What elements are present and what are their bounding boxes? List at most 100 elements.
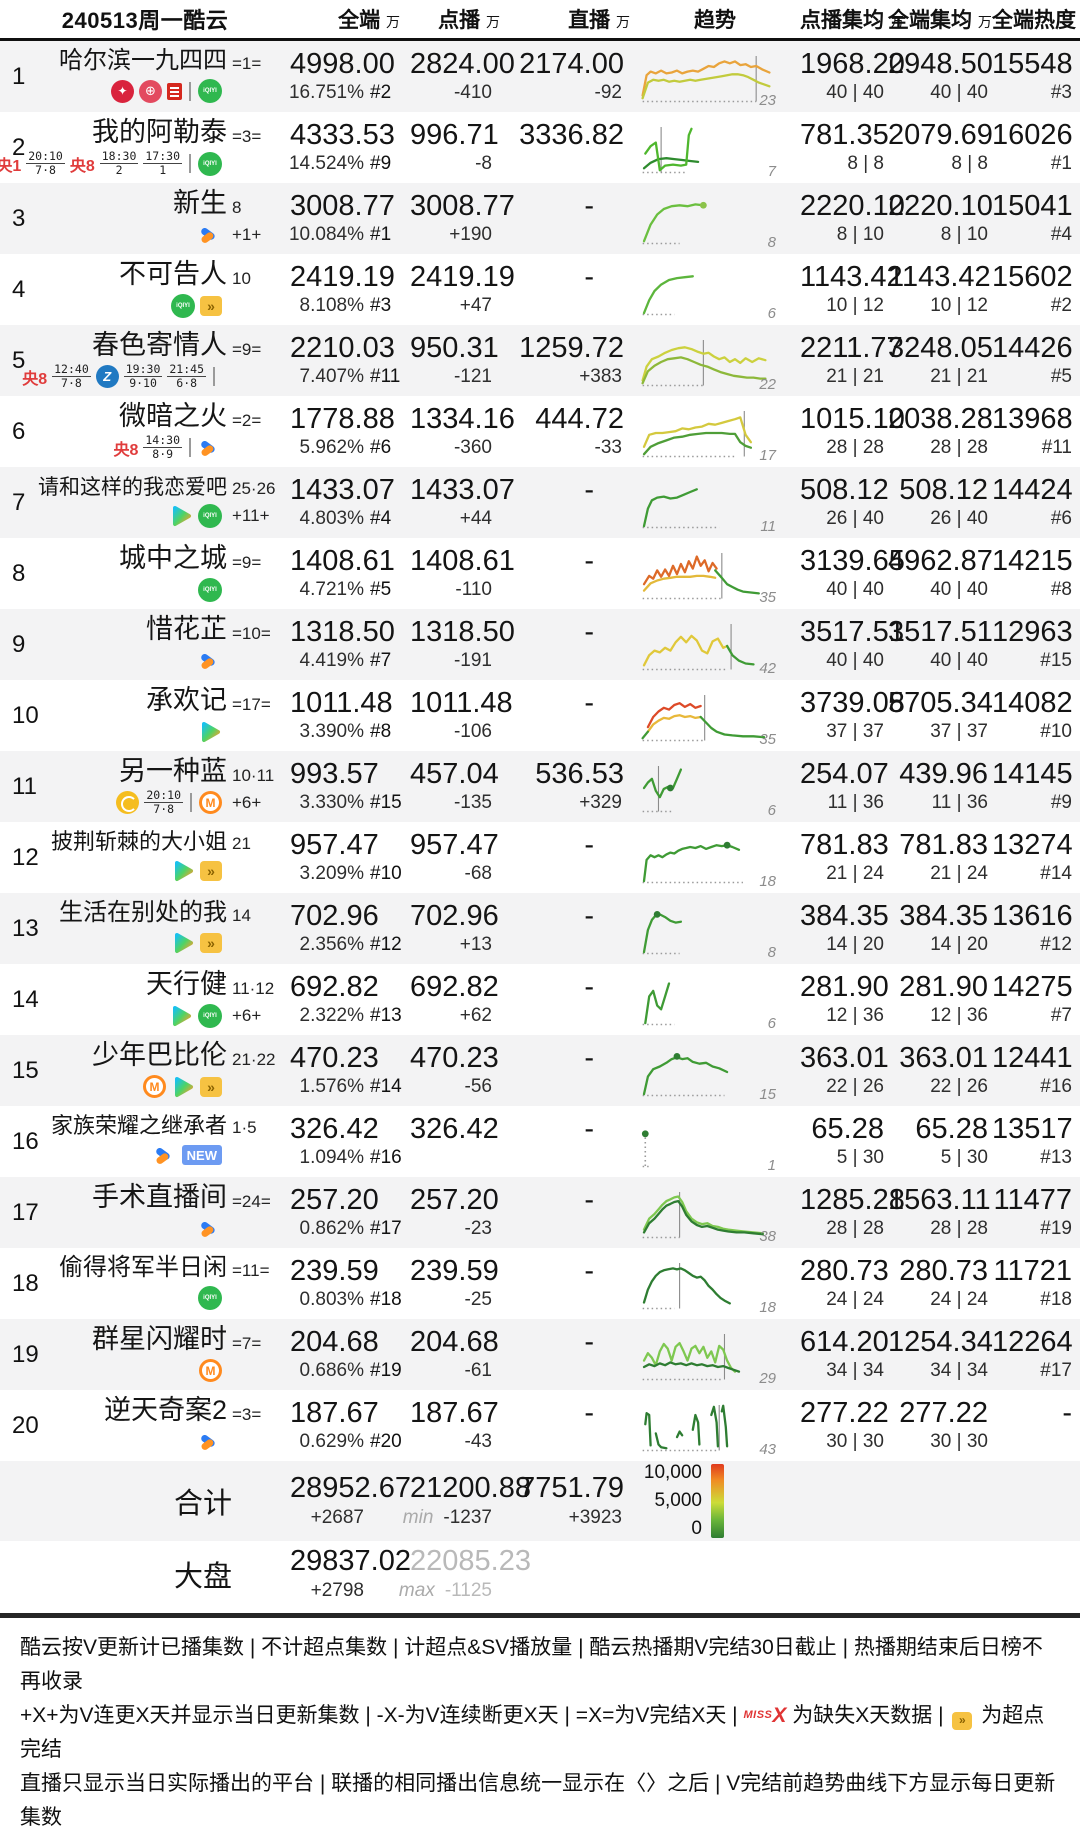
vod-episode-count: 37 | 37 — [826, 721, 884, 743]
heat-value: 15041 — [992, 189, 1073, 222]
rank-label: 2 — [12, 133, 26, 161]
trend-episode-count: 18 — [759, 873, 776, 890]
legend-mid: 5,000 — [654, 1490, 702, 1511]
vod-average: 2211.77 21 | 21 — [800, 331, 903, 388]
unit-label: 万 — [616, 14, 630, 30]
vod-average-value: 781.83 — [800, 828, 889, 861]
drama-title: 承欢记 — [146, 684, 227, 715]
vod-change: -121 — [453, 366, 492, 388]
all-episode-count: 37 | 37 — [930, 721, 988, 743]
youku-icon — [198, 223, 222, 247]
all-episode-count: 24 | 24 — [930, 1289, 988, 1311]
vod-average: 277.22 30 | 30 — [800, 1396, 889, 1453]
vod-change: -191 — [453, 650, 492, 672]
vod-value: 3008.77 — [410, 189, 515, 222]
miss-data-marker: MISSX — [743, 1704, 787, 1728]
vod-average-value: 1015.10 — [800, 402, 905, 435]
all-platform: 692.82 2.322% #13 — [290, 971, 410, 1027]
all-rank: #15 — [370, 792, 402, 814]
live-change: -92 — [594, 82, 622, 104]
live-value: - — [584, 615, 594, 648]
vod: 2824.00 -410 — [410, 48, 515, 104]
live: - — [500, 1254, 630, 1311]
drama-title: 少年巴比伦 — [92, 1039, 227, 1070]
heat: 15548 #3 — [992, 47, 1080, 104]
live-change: +383 — [579, 366, 622, 388]
all-share: 5.962% — [299, 437, 364, 459]
trend-cell: 18 — [630, 822, 800, 893]
all-platform-value: 3008.77 — [290, 189, 395, 222]
trend-sparkline — [642, 1404, 729, 1452]
all-episode-count: 40 | 40 — [930, 650, 988, 672]
live: - — [500, 900, 630, 956]
separator-bar — [189, 81, 191, 101]
all-episode-count: 5 | 30 — [940, 1147, 988, 1169]
trend-sparkline — [642, 841, 743, 884]
totals-vod: 21200.88 min -1237 — [402, 1472, 531, 1528]
super-point-badge: » — [200, 295, 222, 316]
all-share: 0.862% — [299, 1218, 364, 1240]
all-average-value: 4962.87 — [888, 544, 993, 577]
episode-marker: =1= — [232, 54, 262, 73]
all-platform: 1408.61 4.721% #5 — [290, 545, 410, 601]
broadcast-schedule: 21:45 6·8 — [167, 362, 206, 390]
drama-title: 家族荣耀之继承者 — [50, 1113, 227, 1138]
trend-episode-count: 35 — [759, 731, 776, 748]
episode-marker: =9= — [232, 339, 262, 359]
table-row: 6 微暗之火 =2= 央8 14:30 8·9 1778.88 5.962% #6 1334.16… — [0, 396, 1080, 467]
vod-average-value: 254.07 — [800, 757, 889, 790]
trend-sparkline — [642, 1192, 764, 1239]
super-point-badge: » — [200, 861, 222, 881]
heat-rank: #18 — [1040, 1289, 1072, 1311]
trend-episode-count: 6 — [767, 305, 776, 322]
heat-value: 15548 — [992, 47, 1073, 80]
vod-change: -8 — [475, 153, 492, 175]
trend-sparkline — [641, 1130, 651, 1168]
all-average: 2038.28 28 | 28 — [888, 402, 993, 459]
trend-sparkline — [642, 411, 753, 458]
schedule-episodes: 6·8 — [176, 376, 198, 390]
drama-title: 新生 — [173, 187, 227, 218]
drama-title: 生活在别处的我 — [59, 899, 227, 926]
drama-title: 群星闪耀时 — [92, 1323, 227, 1354]
title-cell: 请和这样的我恋爱吧 25·26 iQIYI +11+ — [38, 467, 290, 538]
rank-label: 18 — [12, 1269, 39, 1297]
unit-label: 万 — [386, 14, 400, 30]
episode-marker: =7= — [232, 1333, 262, 1353]
trend-cell: 8 — [630, 183, 800, 254]
market-row: 大盘 29837.02 +2798 22085.23 max -1125 — [0, 1541, 1080, 1607]
all-average: 508.12 26 | 40 — [888, 474, 992, 530]
heat: 14424 #6 — [992, 474, 1080, 530]
title-cell: 少年巴比伦 21·22 M» — [44, 1035, 290, 1106]
totals-all: 28952.67 +2687 — [290, 1472, 411, 1528]
vod-average: 254.07 11 | 36 — [800, 757, 889, 814]
vod-episode-count: 22 | 26 — [826, 1076, 884, 1098]
trend-sparkline — [642, 982, 675, 1026]
live-value: - — [584, 1254, 594, 1287]
all-share: 3.209% — [299, 863, 364, 885]
schedule-episodes: 2 — [115, 163, 123, 177]
change-value: +2798 — [310, 1579, 364, 1601]
live-value: - — [584, 1183, 594, 1216]
live-value: 3336.82 — [519, 118, 624, 151]
all-share: 1.094% — [299, 1147, 364, 1169]
vod-value: 326.42 — [410, 1112, 499, 1145]
broadcast-line: iQIYI — [44, 577, 290, 603]
all-share: 3.390% — [299, 721, 364, 743]
vod-average-value: 2211.77 — [800, 331, 903, 364]
trend-episode-count: 8 — [767, 944, 776, 961]
vod-episode-count: 12 | 36 — [826, 1005, 884, 1027]
live: 536.53 +329 — [500, 758, 630, 814]
schedule-time: 18:30 — [99, 148, 139, 164]
vod-episode-count: 10 | 12 — [826, 295, 884, 317]
episode-marker: 10 — [232, 268, 251, 288]
live-value: - — [584, 828, 594, 861]
title-cell: 承欢记 =17= — [44, 680, 290, 751]
vod-average-value: 277.22 — [800, 1396, 889, 1429]
all-average-value: 2038.28 — [888, 402, 993, 435]
drama-title: 另一种蓝 — [119, 755, 227, 786]
all-platform-value: 993.57 — [290, 757, 379, 790]
footnote-line-3: 直播只显示当日实际播出的平台 | 联播的相同播出信息统一显示在〈〉之后 | V完… — [20, 1772, 1056, 1830]
vod-change: -360 — [453, 437, 492, 459]
beijing-tv-icon: ✦ — [111, 79, 134, 103]
